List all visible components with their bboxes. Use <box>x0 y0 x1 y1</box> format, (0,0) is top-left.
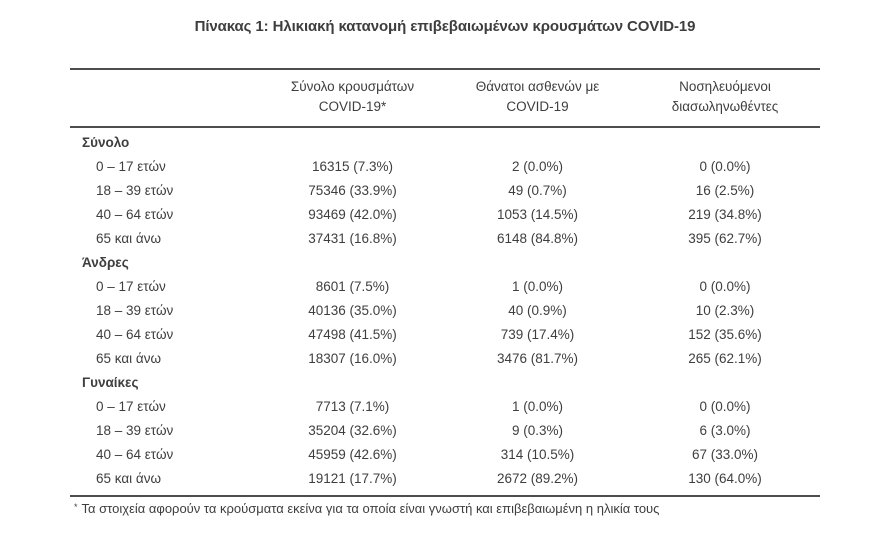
column-header-intubated-line2: διασωληνωθέντες <box>671 99 779 114</box>
intubated-cell: 10 (2.3%) <box>695 303 755 318</box>
age-group-label: 65 και άνω <box>96 351 162 366</box>
intubated-cell: 67 (33.0%) <box>691 447 759 462</box>
deaths-cell: 1 (0.0%) <box>511 399 564 414</box>
section-label-men: Άνδρες <box>82 255 129 270</box>
intubated-cell: 395 (62.7%) <box>688 231 762 246</box>
column-header-intubated-line1: Νοσηλευόμενοι <box>679 79 771 94</box>
table-header-row: Σύνολο κρουσμάτων COVID-19* Θάνατοι ασθεν… <box>70 70 820 128</box>
cases-cell: 75346 (33.9%) <box>308 183 397 198</box>
column-header-empty <box>70 77 260 117</box>
cases-cell: 45959 (42.6%) <box>308 447 397 462</box>
intubated-cell: 0 (0.0%) <box>699 159 751 174</box>
age-group-label: 18 – 39 ετών <box>96 303 174 318</box>
table-footnote: * Τα στοιχεία αφορούν τα κρούσματα εκείνα… <box>70 497 815 517</box>
column-header-intubated: Νοσηλευόμενοι διασωληνωθέντες <box>630 77 820 117</box>
deaths-cell: 40 (0.9%) <box>508 303 567 318</box>
column-header-cases-line1: Σύνολο κρουσμάτων <box>290 79 415 94</box>
age-group-label: 18 – 39 ετών <box>96 183 174 198</box>
table-row: 65 και άνω 19121 (17.7%) 2672 (89.2%) 13… <box>70 467 820 491</box>
data-table: Σύνολο κρουσμάτων COVID-19* Θάνατοι ασθεν… <box>70 68 820 497</box>
age-group-label: 65 και άνω <box>96 231 162 246</box>
age-group-label: 40 – 64 ετών <box>96 207 174 222</box>
deaths-cell: 9 (0.3%) <box>511 423 564 438</box>
deaths-cell: 2 (0.0%) <box>511 159 564 174</box>
intubated-cell: 152 (35.6%) <box>688 327 762 342</box>
intubated-cell: 0 (0.0%) <box>699 399 751 414</box>
table-row: 18 – 39 ετών 40136 (35.0%) 40 (0.9%) 10 … <box>70 299 820 323</box>
cases-cell: 40136 (35.0%) <box>308 303 397 318</box>
intubated-cell: 130 (64.0%) <box>688 471 762 486</box>
deaths-cell: 6148 (84.8%) <box>496 231 579 246</box>
cases-cell: 93469 (42.0%) <box>308 207 397 222</box>
column-header-deaths-line1: Θάνατοι ασθενών με <box>475 79 600 94</box>
deaths-cell: 49 (0.7%) <box>508 183 567 198</box>
deaths-cell: 1053 (14.5%) <box>496 207 579 222</box>
section-label-women: Γυναίκες <box>82 375 139 390</box>
intubated-cell: 219 (34.8%) <box>688 207 762 222</box>
column-header-deaths: Θάνατοι ασθενών με COVID-19 <box>445 77 630 117</box>
table-row: 18 – 39 ετών 75346 (33.9%) 49 (0.7%) 16 … <box>70 179 820 203</box>
deaths-cell: 739 (17.4%) <box>500 327 575 342</box>
deaths-cell: 1 (0.0%) <box>511 279 564 294</box>
cases-cell: 35204 (32.6%) <box>308 423 397 438</box>
intubated-cell: 265 (62.1%) <box>688 351 762 366</box>
table-row: 0 – 17 ετών 8601 (7.5%) 1 (0.0%) 0 (0.0%… <box>70 275 820 299</box>
column-header-deaths-line2: COVID-19 <box>506 99 569 114</box>
age-group-label: 0 – 17 ετών <box>96 279 166 294</box>
age-group-label: 0 – 17 ετών <box>96 159 166 174</box>
age-group-label: 40 – 64 ετών <box>96 447 174 462</box>
footnote-asterisk: * <box>74 502 78 512</box>
table-row: 0 – 17 ετών 7713 (7.1%) 1 (0.0%) 0 (0.0%… <box>70 395 820 419</box>
table-row: 40 – 64 ετών 93469 (42.0%) 1053 (14.5%) … <box>70 203 820 227</box>
intubated-cell: 16 (2.5%) <box>695 183 755 198</box>
table-row: 40 – 64 ετών 47498 (41.5%) 739 (17.4%) 1… <box>70 323 820 347</box>
section-label-total: Σύνολο <box>82 135 130 150</box>
intubated-cell: 0 (0.0%) <box>699 279 751 294</box>
table-row: 40 – 64 ετών 45959 (42.6%) 314 (10.5%) 6… <box>70 443 820 467</box>
age-group-label: 40 – 64 ετών <box>96 327 174 342</box>
deaths-cell: 314 (10.5%) <box>500 447 575 462</box>
cases-cell: 47498 (41.5%) <box>308 327 397 342</box>
age-group-label: 18 – 39 ετών <box>96 423 174 438</box>
cases-cell: 16315 (7.3%) <box>311 159 394 174</box>
table-body: Σύνολο 0 – 17 ετών 16315 (7.3%) 2 (0.0%)… <box>70 128 820 495</box>
footnote-text: Τα στοιχεία αφορούν τα κρούσματα εκείνα … <box>81 501 660 516</box>
table-row: 0 – 17 ετών 16315 (7.3%) 2 (0.0%) 0 (0.0… <box>70 155 820 179</box>
cases-cell: 37431 (16.8%) <box>308 231 397 246</box>
cases-cell: 18307 (16.0%) <box>308 351 397 366</box>
table-row: 65 και άνω 37431 (16.8%) 6148 (84.8%) 39… <box>70 227 820 251</box>
table-title: Πίνακας 1: Ηλικιακή κατανομή επιβεβαιωμέ… <box>194 18 696 35</box>
age-group-label: 65 και άνω <box>96 471 162 486</box>
column-header-cases: Σύνολο κρουσμάτων COVID-19* <box>260 77 445 117</box>
age-group-label: 0 – 17 ετών <box>96 399 166 414</box>
cases-cell: 19121 (17.7%) <box>308 471 397 486</box>
table-row: 65 και άνω 18307 (16.0%) 3476 (81.7%) 26… <box>70 347 820 371</box>
deaths-cell: 2672 (89.2%) <box>496 471 579 486</box>
cases-cell: 8601 (7.5%) <box>315 279 390 294</box>
column-header-cases-line2: COVID-19* <box>318 99 387 114</box>
deaths-cell: 3476 (81.7%) <box>496 351 579 366</box>
cases-cell: 7713 (7.1%) <box>315 399 390 414</box>
intubated-cell: 6 (3.0%) <box>699 423 751 438</box>
table-row: 18 – 39 ετών 35204 (32.6%) 9 (0.3%) 6 (3… <box>70 419 820 443</box>
